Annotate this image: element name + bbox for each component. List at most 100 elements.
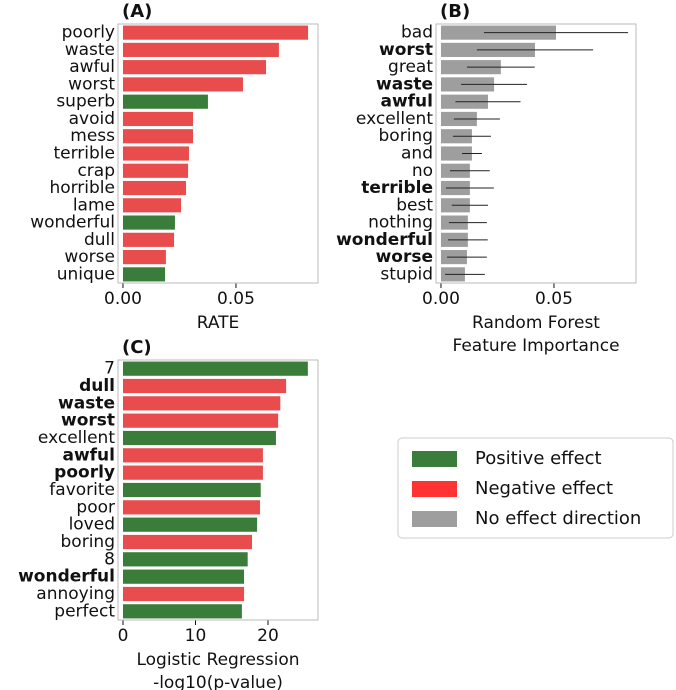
bar: [122, 94, 208, 109]
panel-title: (A): [122, 1, 152, 22]
category-label: excellent: [38, 428, 115, 448]
legend-label: No effect direction: [475, 508, 641, 529]
panel-title: (C): [122, 337, 152, 358]
x-axis-label: Logistic Regression: [136, 650, 299, 670]
category-label: boring: [61, 532, 115, 552]
category-label: annoying: [36, 584, 115, 604]
bar: [123, 396, 281, 411]
category-label: boring: [379, 126, 433, 146]
legend-frame: [397, 437, 674, 539]
category-label: worst: [68, 74, 115, 94]
bar: [123, 552, 248, 567]
bar: [122, 42, 279, 57]
x-axis-label: Feature Importance: [452, 336, 619, 356]
plot-frame: [117, 23, 319, 284]
category-label: 8: [104, 549, 115, 569]
category-label: great: [388, 57, 433, 77]
category-label: horrible: [49, 178, 115, 198]
bar: [440, 146, 472, 161]
category-label: 7: [104, 359, 115, 379]
category-label: poorly: [54, 463, 115, 483]
category-label: waste: [58, 393, 115, 413]
category-label: worse: [64, 247, 115, 267]
bar: [123, 517, 258, 532]
bar: [123, 534, 253, 550]
x-axis-label: RATE: [197, 313, 240, 333]
bar: [123, 604, 242, 619]
x-tick-label: 0.00: [104, 289, 142, 309]
category-label: no: [412, 161, 433, 181]
category-label: poorly: [62, 23, 115, 43]
plot-frame: [435, 23, 637, 284]
bar: [122, 25, 309, 40]
category-label: worse: [376, 247, 433, 267]
bar: [122, 111, 194, 127]
category-label: poor: [76, 497, 115, 517]
bar: [123, 569, 245, 584]
category-label: stupid: [380, 264, 433, 284]
bar: [122, 180, 187, 196]
bar: [123, 430, 276, 446]
category-label: nothing: [368, 213, 433, 233]
x-axis-label: -log10(p-value): [153, 673, 283, 690]
bar: [123, 361, 308, 376]
category-label: avoid: [69, 109, 115, 129]
category-label: terrible: [361, 178, 433, 198]
x-tick-label: 20: [257, 626, 279, 646]
bar: [123, 448, 263, 463]
category-label: unique: [57, 264, 115, 284]
legend-swatch: [412, 481, 457, 497]
bar: [122, 232, 175, 247]
bar: [122, 198, 182, 213]
x-tick-label: 0.05: [217, 289, 255, 309]
category-label: mess: [70, 126, 115, 146]
x-tick-label: 10: [185, 626, 207, 646]
category-label: wonderful: [18, 567, 115, 587]
bar: [122, 60, 267, 75]
bar: [123, 465, 263, 480]
bar: [123, 378, 287, 394]
category-label: bad: [401, 23, 433, 43]
category-label: waste: [376, 74, 433, 94]
x-tick-label: 0.05: [535, 289, 573, 309]
bar: [122, 250, 166, 265]
bar: [122, 163, 189, 178]
category-label: dull: [79, 376, 115, 396]
bar: [122, 215, 175, 230]
category-label: crap: [77, 161, 115, 181]
bar: [123, 413, 279, 428]
legend-swatch: [412, 451, 457, 467]
legend-label: Positive effect: [475, 448, 602, 469]
category-label: perfect: [54, 601, 115, 621]
category-label: lame: [73, 195, 115, 215]
bar: [123, 586, 245, 602]
bar: [122, 267, 166, 282]
x-tick-label: 0.00: [422, 289, 460, 309]
legend-swatch: [412, 511, 457, 527]
category-label: wonderful: [336, 230, 433, 250]
category-label: awful: [380, 92, 433, 112]
category-label: waste: [65, 40, 115, 60]
bar: [123, 482, 261, 498]
category-label: best: [396, 195, 433, 215]
bar: [123, 500, 261, 515]
category-label: awful: [69, 57, 115, 77]
bar: [122, 129, 194, 144]
panel-title: (B): [440, 1, 470, 22]
category-label: superb: [56, 92, 115, 112]
category-label: wonderful: [30, 213, 115, 233]
category-label: loved: [69, 515, 115, 535]
category-label: worst: [379, 40, 433, 60]
category-label: excellent: [356, 109, 433, 129]
category-label: terrible: [53, 144, 115, 164]
bar: [122, 146, 189, 161]
category-label: and: [401, 144, 433, 164]
legend-label: Negative effect: [475, 478, 613, 499]
bar: [122, 77, 243, 92]
x-tick-label: 0: [118, 626, 129, 646]
x-axis-label: Random Forest: [472, 313, 600, 333]
category-label: favorite: [49, 480, 115, 500]
category-label: dull: [84, 230, 115, 250]
plot-frame: [117, 359, 319, 621]
